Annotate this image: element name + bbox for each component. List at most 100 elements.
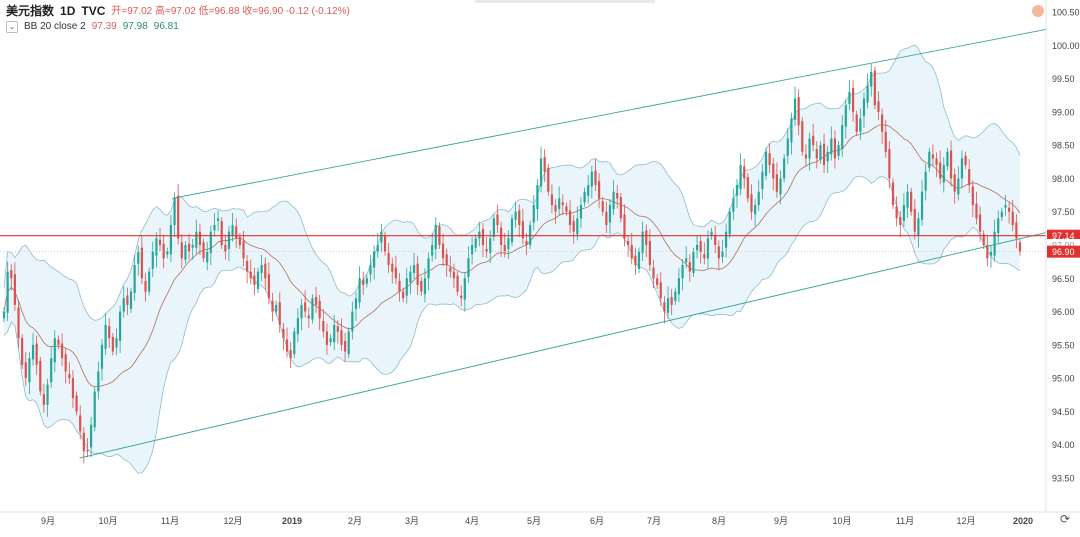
candle-body bbox=[6, 271, 9, 313]
candle-body bbox=[373, 251, 376, 268]
candle-body bbox=[391, 263, 394, 272]
candle-body bbox=[184, 245, 187, 260]
brand-dot-icon[interactable] bbox=[1032, 5, 1044, 17]
candle-body bbox=[278, 302, 281, 325]
candle-body bbox=[503, 245, 506, 252]
candle-body bbox=[10, 270, 13, 279]
candle-body bbox=[289, 350, 292, 359]
candle-body bbox=[191, 245, 194, 248]
candle-body bbox=[173, 198, 176, 226]
candle-body bbox=[641, 231, 644, 253]
y-tick-label: 99.00 bbox=[1052, 107, 1075, 117]
candle-body bbox=[920, 191, 924, 220]
candle-body bbox=[815, 149, 818, 159]
candle-body bbox=[724, 231, 728, 248]
candle-body bbox=[565, 206, 568, 212]
candle-body bbox=[398, 280, 401, 292]
candle-body bbox=[844, 105, 847, 127]
candle-body bbox=[148, 271, 151, 292]
candle-body bbox=[246, 260, 249, 272]
candle-body bbox=[158, 239, 162, 245]
bb-upper-value: 97.98 bbox=[122, 21, 148, 32]
candle-body bbox=[750, 194, 753, 212]
candle-body bbox=[822, 143, 826, 166]
candle-body bbox=[271, 300, 274, 312]
candle-body bbox=[902, 205, 905, 222]
candle-body bbox=[561, 202, 564, 206]
timeframe[interactable]: 1D bbox=[60, 4, 76, 18]
x-tick-label: 2019 bbox=[282, 516, 302, 526]
candle-body bbox=[819, 145, 822, 160]
candle-body bbox=[206, 251, 209, 263]
bb-upper-line bbox=[3, 44, 1021, 321]
candle-body bbox=[982, 234, 985, 245]
candle-body bbox=[877, 101, 880, 112]
candle-body bbox=[910, 191, 913, 212]
candle-body bbox=[296, 318, 300, 335]
symbol-name[interactable]: 美元指数 bbox=[6, 4, 55, 18]
candle-body bbox=[978, 214, 982, 232]
candle-body bbox=[583, 191, 586, 203]
y-tick-label: 96.50 bbox=[1052, 274, 1075, 284]
chevron-down-icon[interactable]: ⌄ bbox=[6, 20, 18, 33]
candle-body bbox=[873, 70, 876, 106]
candle-body bbox=[866, 85, 869, 103]
candle-body bbox=[971, 186, 974, 206]
candle-body bbox=[830, 138, 833, 155]
x-tick-label: 9月 bbox=[774, 516, 788, 526]
candle-body bbox=[1008, 207, 1011, 212]
candle-body bbox=[441, 243, 445, 259]
candle-body bbox=[213, 225, 216, 231]
candle-body bbox=[300, 304, 303, 319]
candle-body bbox=[837, 145, 840, 156]
candle-body bbox=[674, 291, 677, 301]
candle-body bbox=[855, 114, 858, 132]
candle-body bbox=[688, 262, 691, 272]
top-tab-handle[interactable] bbox=[475, 0, 655, 3]
candle-body bbox=[405, 278, 408, 296]
trendlines bbox=[0, 28, 1047, 459]
y-tick-label: 99.50 bbox=[1052, 74, 1075, 84]
candle-body bbox=[325, 331, 329, 345]
candle-body bbox=[870, 71, 873, 87]
candle-body bbox=[953, 174, 956, 192]
candle-body bbox=[746, 177, 749, 199]
candle-body bbox=[307, 315, 310, 319]
candle-body bbox=[242, 241, 245, 259]
candle-body bbox=[924, 171, 927, 191]
candle-body bbox=[507, 238, 510, 249]
candle-body bbox=[619, 197, 622, 219]
candle-body bbox=[68, 374, 71, 379]
candle-body bbox=[358, 278, 361, 303]
candle-body bbox=[993, 231, 996, 256]
candle-body bbox=[801, 121, 804, 152]
candle-body bbox=[467, 258, 470, 277]
candle-body bbox=[783, 158, 786, 179]
y-tick-label: 94.50 bbox=[1052, 407, 1075, 417]
candle-body bbox=[514, 211, 517, 220]
indicator-label[interactable]: BB 20 close 2 bbox=[24, 21, 86, 32]
candle-body bbox=[256, 271, 260, 289]
candle-body bbox=[960, 158, 964, 179]
price-label-text: 97.00 bbox=[1052, 241, 1075, 251]
reset-scale-icon[interactable]: ⟳ bbox=[1060, 512, 1071, 526]
candle-body bbox=[42, 394, 46, 405]
candle-body bbox=[111, 336, 114, 352]
candle-body bbox=[949, 150, 953, 179]
candle-body bbox=[547, 167, 550, 192]
candle-body bbox=[648, 241, 651, 265]
candle-body bbox=[768, 153, 771, 166]
candle-body bbox=[481, 229, 485, 245]
candle-body bbox=[260, 264, 263, 273]
ohlc-values: 开=97.02 高=97.02 低=96.88 收=96.90 -0.12 (-… bbox=[111, 6, 350, 17]
candle-body bbox=[895, 206, 898, 219]
candle-body bbox=[790, 118, 793, 143]
y-tick-label: 96.00 bbox=[1052, 307, 1075, 317]
candle-body bbox=[227, 231, 231, 249]
x-tick-label: 12月 bbox=[223, 516, 242, 526]
candle-body bbox=[975, 203, 978, 219]
x-tick-label: 10月 bbox=[832, 516, 851, 526]
y-tick-label: 98.50 bbox=[1052, 141, 1075, 151]
